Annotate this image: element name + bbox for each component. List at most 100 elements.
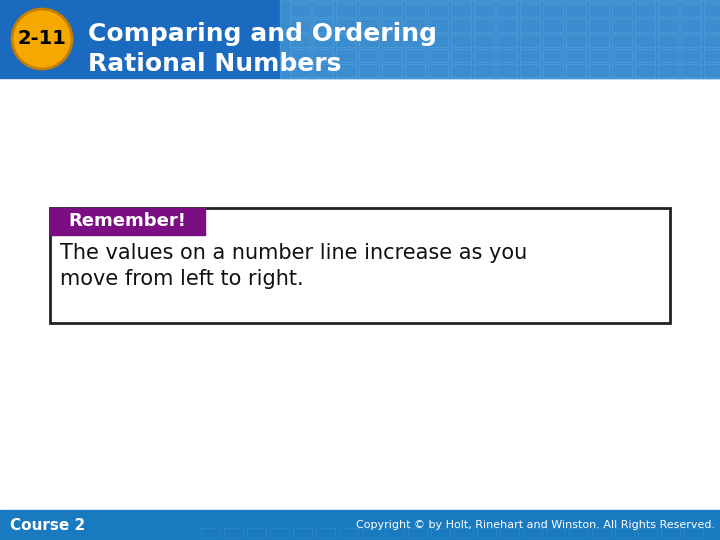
Bar [520,64,540,77]
Bar [336,4,356,17]
Bar [359,34,379,47]
Text: The values on a number line increase as you: The values on a number line increase as … [60,243,527,263]
Bar [681,34,701,47]
Bar [569,528,588,538]
Bar [316,528,335,538]
Bar [405,0,425,2]
Text: move from left to right.: move from left to right. [60,269,304,289]
Bar [474,49,494,62]
Bar [313,0,333,2]
Bar [635,19,655,32]
Bar [704,19,720,32]
Bar [589,34,609,47]
Bar [474,0,494,2]
Bar [290,19,310,32]
Bar [0,78,720,510]
Bar [523,528,542,538]
Bar [543,49,563,62]
Bar [635,4,655,17]
Bar [313,34,333,47]
Bar [50,208,670,323]
Bar [359,49,379,62]
Text: Course 2: Course 2 [10,517,85,532]
Bar [313,19,333,32]
Bar [359,0,379,2]
Bar [543,19,563,32]
Bar [201,528,220,538]
Bar [704,4,720,17]
Bar [405,4,425,17]
Bar [684,528,703,538]
Bar [290,4,310,17]
Bar [681,19,701,32]
Bar [566,19,586,32]
Bar [50,208,205,235]
Bar [658,49,678,62]
Bar [520,0,540,2]
Circle shape [12,9,72,69]
Bar [382,49,402,62]
Bar [497,64,517,77]
Bar [382,64,402,77]
Bar [451,19,471,32]
Text: Copyright © by Holt, Rinehart and Winston. All Rights Reserved.: Copyright © by Holt, Rinehart and Winsto… [356,520,715,530]
Bar [290,34,310,47]
Bar [293,528,312,538]
Bar [497,49,517,62]
Bar [612,4,632,17]
Bar [385,528,404,538]
Bar [290,49,310,62]
Bar [362,528,381,538]
Bar [612,0,632,2]
Bar [500,528,519,538]
Bar [520,19,540,32]
Bar [612,19,632,32]
Bar [658,34,678,47]
Bar [280,0,720,78]
Bar [681,64,701,77]
Bar [704,0,720,2]
Bar [359,64,379,77]
Bar [428,34,448,47]
Bar [382,34,402,47]
Bar [543,64,563,77]
Bar [428,64,448,77]
Text: 2-11: 2-11 [17,30,66,49]
Bar [474,34,494,47]
Bar [635,34,655,47]
Text: Comparing and Ordering: Comparing and Ordering [88,22,437,46]
Bar [635,0,655,2]
Bar [566,4,586,17]
Bar [359,4,379,17]
Bar [431,528,450,538]
Bar [313,64,333,77]
Bar [451,64,471,77]
Bar [382,0,402,2]
Bar [408,528,427,538]
Bar [428,49,448,62]
Bar [566,64,586,77]
Bar [589,64,609,77]
Bar [589,49,609,62]
Bar [0,510,720,540]
Bar [290,64,310,77]
Bar [313,4,333,17]
Bar [543,0,563,2]
Bar [497,34,517,47]
Bar [520,4,540,17]
Text: Rational Numbers: Rational Numbers [88,52,341,76]
Bar [0,0,720,78]
Bar [566,34,586,47]
Bar [566,49,586,62]
Bar [589,19,609,32]
Bar [474,19,494,32]
Bar [546,528,565,538]
Bar [612,49,632,62]
Bar [543,4,563,17]
Bar [497,0,517,2]
Bar [592,528,611,538]
Bar [382,4,402,17]
Bar [681,49,701,62]
Bar [497,4,517,17]
Bar [336,34,356,47]
